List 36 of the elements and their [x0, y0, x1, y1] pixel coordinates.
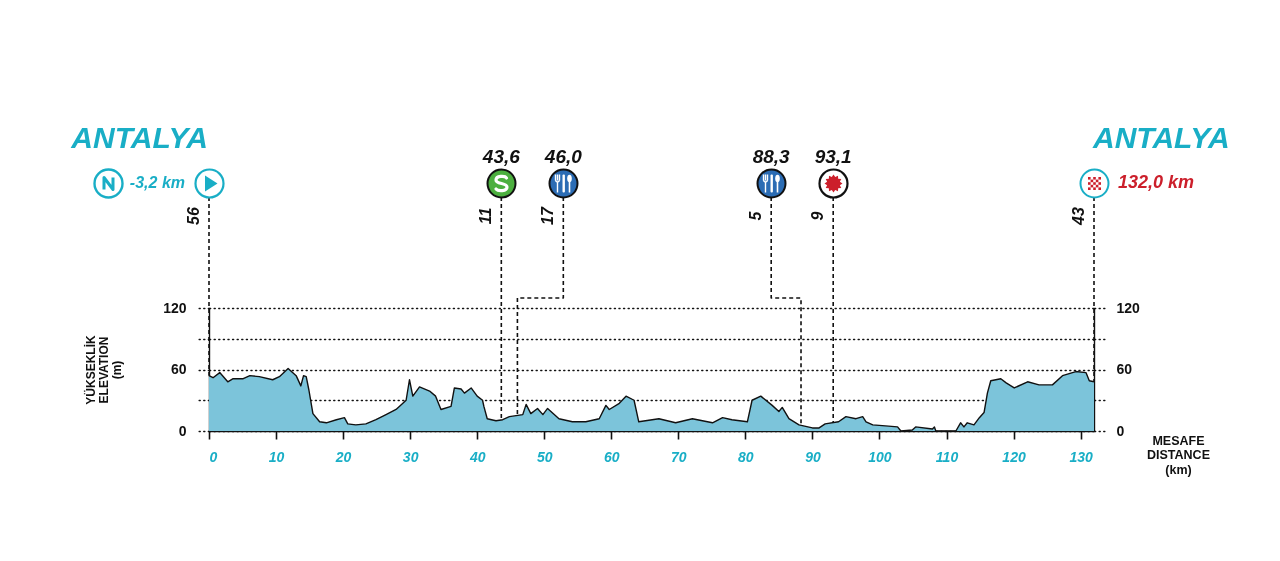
y-tick-label: 60: [170, 361, 187, 377]
x-tick-label: 80: [738, 448, 754, 465]
x-tick-label: 100: [868, 448, 892, 465]
ref-line-label: 43,6: [481, 146, 521, 167]
ref-line-label: 93,1: [814, 146, 852, 167]
x-tick-label: 130: [1069, 448, 1093, 465]
x-tick-label: 90: [805, 448, 821, 465]
text: 132,0 km: [1118, 172, 1195, 192]
ref-line-label: 46,0: [543, 146, 583, 167]
x-tick-label: 40: [468, 448, 486, 465]
x-tick-label: 60: [603, 448, 620, 465]
text: 5: [747, 210, 765, 221]
x-tick-label: 50: [536, 448, 553, 465]
ref-line-label: ANTALYA: [1092, 121, 1230, 154]
y2-tick-label: 60: [1116, 361, 1133, 377]
y2-tick-label: 0: [1116, 422, 1125, 439]
text: 17: [539, 206, 557, 225]
text: -3,2 km: [129, 174, 185, 191]
x-tick-label: 70: [671, 448, 687, 465]
x-tick-label: 0: [209, 448, 218, 465]
text: 43: [1070, 207, 1087, 226]
x-tick-label: 20: [334, 448, 352, 465]
ref-line-label: 88,3: [752, 146, 791, 167]
y-axis-title: YÜKSEKLİK ELEVATION (m): [82, 335, 124, 405]
ref-line-label: ANTALYA: [70, 121, 208, 154]
x-tick-label: 110: [935, 448, 959, 465]
x-tick-label: 120: [1002, 448, 1026, 465]
x-tick-label: 10: [268, 448, 285, 465]
x-axis-title: MESAFE DISTANCE (km): [1147, 433, 1210, 477]
y2-tick-label: 120: [1116, 299, 1141, 316]
x-tick-label: 30: [402, 448, 419, 465]
text: 9: [809, 211, 827, 221]
text: 56: [185, 207, 202, 225]
y-tick-label: 0: [178, 422, 187, 439]
text: 11: [477, 207, 495, 225]
y-tick-label: 120: [163, 299, 187, 316]
